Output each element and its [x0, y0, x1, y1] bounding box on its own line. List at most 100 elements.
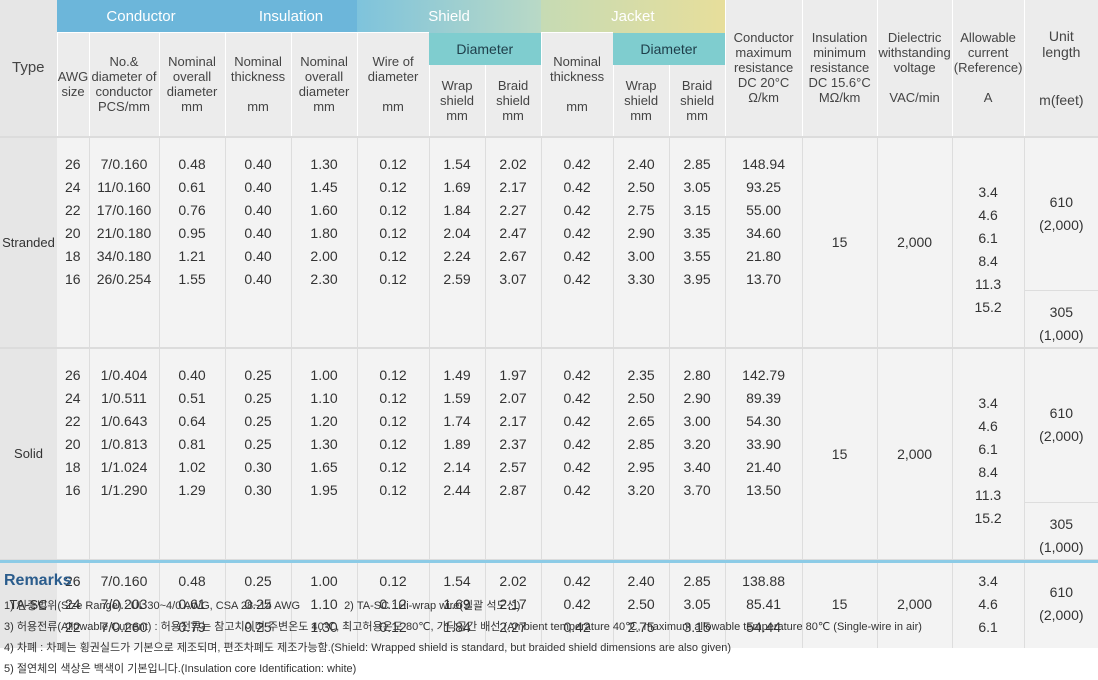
- allowable-current-values: 3.4 4.6 6.1 8.4 11.3 15.2: [951, 152, 1025, 348]
- cell-value: 6.1: [978, 441, 998, 458]
- jacket-diameter-header: Diameter: [613, 32, 726, 65]
- cell-value: 142.79: [742, 367, 785, 383]
- cell-value: 0.12: [379, 595, 407, 612]
- insulation-overall-diameter-header: Nominal overall diameter mm: [290, 32, 358, 137]
- unit-length-header: Unit length m(feet): [1023, 0, 1098, 137]
- cell-value: 1.55: [178, 270, 206, 287]
- shield-wrap-values: 1.54 1.69 1.84 2.04 2.24 2.59: [428, 152, 486, 291]
- unit-length-value: 305 (1,000): [1023, 290, 1098, 348]
- cell-value: 1.02: [178, 459, 206, 475]
- cell-value: 54.44: [746, 618, 782, 635]
- cell-value: 22: [64, 618, 81, 635]
- cell-value: 16: [64, 482, 81, 498]
- shield-braid-values: 2.02 2.17 2.27 2.47 2.67 3.07: [484, 152, 542, 291]
- jacket-wrap-values: 2.35 2.50 2.65 2.85 2.95 3.20: [612, 364, 670, 502]
- cell-value: 1.30: [310, 155, 338, 172]
- cell-value: 8.4: [978, 252, 998, 269]
- cell-value: 8.4: [978, 464, 998, 481]
- conductor-overall-values: 0.40 0.51 0.64 0.81 1.02 1.29: [158, 364, 226, 502]
- cell-value: 0.48: [178, 155, 206, 172]
- cell-value: 24: [64, 390, 81, 406]
- cell-value: 0.12: [379, 270, 407, 287]
- cell-value: 0.42: [563, 618, 591, 635]
- cell-value: 11.3: [974, 275, 1002, 292]
- cell-value: 1/1.290: [100, 482, 148, 498]
- cell-value: 2.40: [627, 155, 655, 172]
- cell-value: 2.80: [683, 367, 711, 383]
- insulation-group-header: Insulation: [225, 0, 358, 33]
- cell-value: 7/0.160: [100, 572, 148, 589]
- cell-value: 1.20: [310, 413, 338, 429]
- jacket-wrap-values: 2.40 2.50 2.75 2.90 3.00 3.30: [612, 152, 670, 291]
- cell-value: 33.90: [746, 436, 782, 452]
- cell-value: 0.25: [244, 595, 272, 612]
- cell-value: 0.42: [563, 178, 591, 195]
- insulation-resistance-value: 15: [801, 347, 878, 560]
- conductor-resistance-values: 148.94 93.25 55.00 34.60 21.80 13.70: [724, 152, 803, 291]
- awg-values: 26 24 22 20 18 16: [57, 152, 89, 291]
- cell-value: 4.6: [978, 418, 998, 435]
- cell-value: 0.42: [563, 459, 591, 475]
- table-bottom-rule: [0, 560, 1098, 563]
- cell-value: 2.87: [499, 482, 527, 498]
- cell-value: 54.30: [746, 413, 782, 429]
- shield-diameter-header: Diameter: [429, 32, 542, 65]
- cell-value: 2.00: [310, 247, 338, 264]
- cell-value: 0.48: [178, 572, 206, 589]
- cell-value: 2.17: [499, 413, 527, 429]
- cell-value: 0.25: [244, 572, 272, 589]
- cell-value: 2.90: [627, 224, 655, 241]
- jacket-braid-values: 2.85 3.05 3.15: [668, 558, 726, 648]
- insulation-thickness-values: 0.25 0.25 0.25 0.25 0.30 0.30: [224, 364, 292, 502]
- cell-value: 0.42: [563, 390, 591, 406]
- cell-value: 0.12: [379, 618, 407, 635]
- unit-length-value: 305 (1,000): [1023, 501, 1098, 560]
- cell-value: 0.25: [244, 618, 272, 635]
- cell-value: 0.12: [379, 224, 407, 241]
- cell-value: 3.35: [683, 224, 711, 241]
- cell-value: 15.2: [974, 298, 1002, 315]
- ta-sc-group: TA-SC 26 24 22 7/0.160 7/0.203 7/0.260 0.48 0…: [0, 558, 1098, 648]
- cell-value: 4.6: [978, 595, 998, 612]
- unit-length-value: 610 (2,000): [1023, 135, 1098, 291]
- cell-value: 1.80: [310, 224, 338, 241]
- cell-value: 21/0.180: [96, 224, 152, 241]
- cell-value: 3.15: [683, 201, 711, 218]
- table-header: Type Conductor Insulation Shield Jacket …: [0, 0, 1098, 137]
- cell-value: 0.12: [379, 367, 407, 383]
- cell-value: 7/0.260: [100, 618, 148, 635]
- cell-value: 1.69: [443, 595, 471, 612]
- cell-value: 1.29: [178, 482, 206, 498]
- type-header: Type: [0, 0, 57, 137]
- jacket-thickness-values: 0.42 0.42 0.42 0.42 0.42 0.42: [540, 152, 614, 291]
- cell-value: 16: [64, 270, 81, 287]
- insulation-overall-values: 1.30 1.45 1.60 1.80 2.00 2.30: [290, 152, 358, 291]
- cell-value: 0.12: [379, 201, 407, 218]
- unit-length-value: 610 (2,000): [1023, 347, 1098, 502]
- shield-braid-values: 2.02 2.17 2.27: [484, 558, 542, 648]
- awg-values: 26 24 22 20 18 16: [57, 364, 89, 502]
- conductor-count-values: 1/0.404 1/0.511 1/0.643 1/0.813 1/1.024 1/1.2…: [88, 364, 159, 502]
- insulation-resistance-value: 15: [801, 135, 878, 348]
- cell-value: 1.21: [178, 247, 206, 264]
- insulation-thickness-values: 0.25 0.25 0.25: [224, 558, 292, 648]
- cell-value: 0.40: [244, 270, 272, 287]
- cell-value: 3.15: [683, 618, 711, 635]
- conductor-count-values: 7/0.160 7/0.203 7/0.260: [88, 558, 159, 648]
- insulation-overall-values: 1.00 1.10 1.30: [290, 558, 358, 648]
- cell-value: 0.12: [379, 390, 407, 406]
- cell-value: 1/0.813: [100, 436, 148, 452]
- cell-value: 2.37: [499, 436, 527, 452]
- cell-value: 2.02: [499, 155, 527, 172]
- cell-value: 1.00: [310, 572, 338, 589]
- cell-value: 0.61: [178, 178, 206, 195]
- cell-value: 0.42: [563, 247, 591, 264]
- cell-value: 13.70: [746, 270, 782, 287]
- cell-value: 3.00: [627, 247, 655, 264]
- jacket-braid-values: 2.80 2.90 3.00 3.20 3.40 3.70: [668, 364, 726, 502]
- cell-value: 2.75: [627, 618, 655, 635]
- cell-value: 0.95: [178, 224, 206, 241]
- cell-value: 2.35: [627, 367, 655, 383]
- wire-of-diameter-values: 0.12 0.12 0.12 0.12 0.12 0.12: [356, 364, 430, 502]
- cell-value: 0.42: [563, 367, 591, 383]
